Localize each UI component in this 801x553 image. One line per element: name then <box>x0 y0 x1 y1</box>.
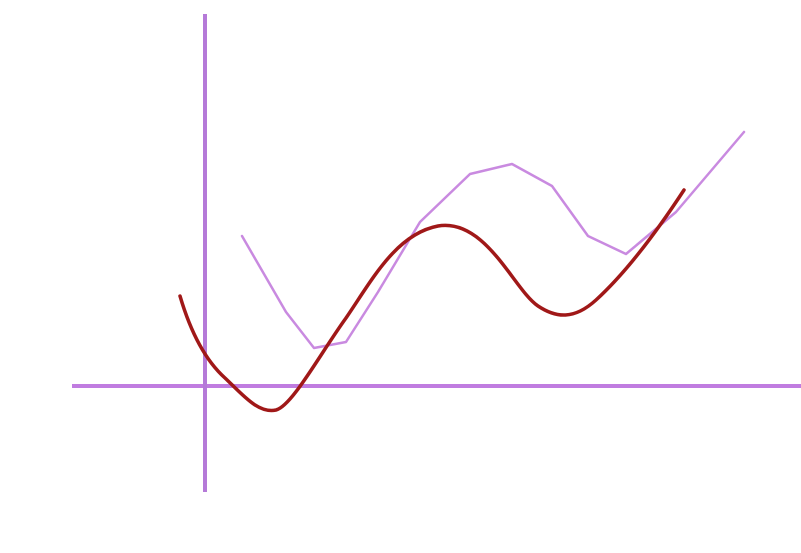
curve-smooth <box>178 188 686 413</box>
curve-polyline <box>240 130 746 350</box>
